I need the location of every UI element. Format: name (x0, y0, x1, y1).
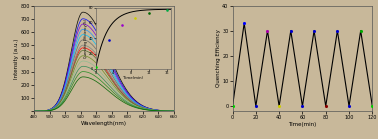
X-axis label: Wavelength(nm): Wavelength(nm) (81, 121, 127, 126)
Point (265, 30, 271, 32)
Y-axis label: Quenching Efficiency: Quenching Efficiency (216, 29, 221, 87)
Point (241, 22, 247, 24)
Point (323, 105, 329, 107)
Point (299, 105, 305, 107)
Point (335, 30, 341, 32)
Point (358, 30, 364, 32)
Point (311, 30, 317, 32)
Point (369, 105, 375, 107)
Point (276, 105, 282, 107)
Point (229, 105, 235, 107)
Point (346, 105, 352, 107)
Point (288, 30, 294, 32)
Y-axis label: Intensity (a.u.): Intensity (a.u.) (14, 38, 19, 79)
Point (253, 105, 259, 107)
X-axis label: Time(min): Time(min) (288, 122, 316, 127)
